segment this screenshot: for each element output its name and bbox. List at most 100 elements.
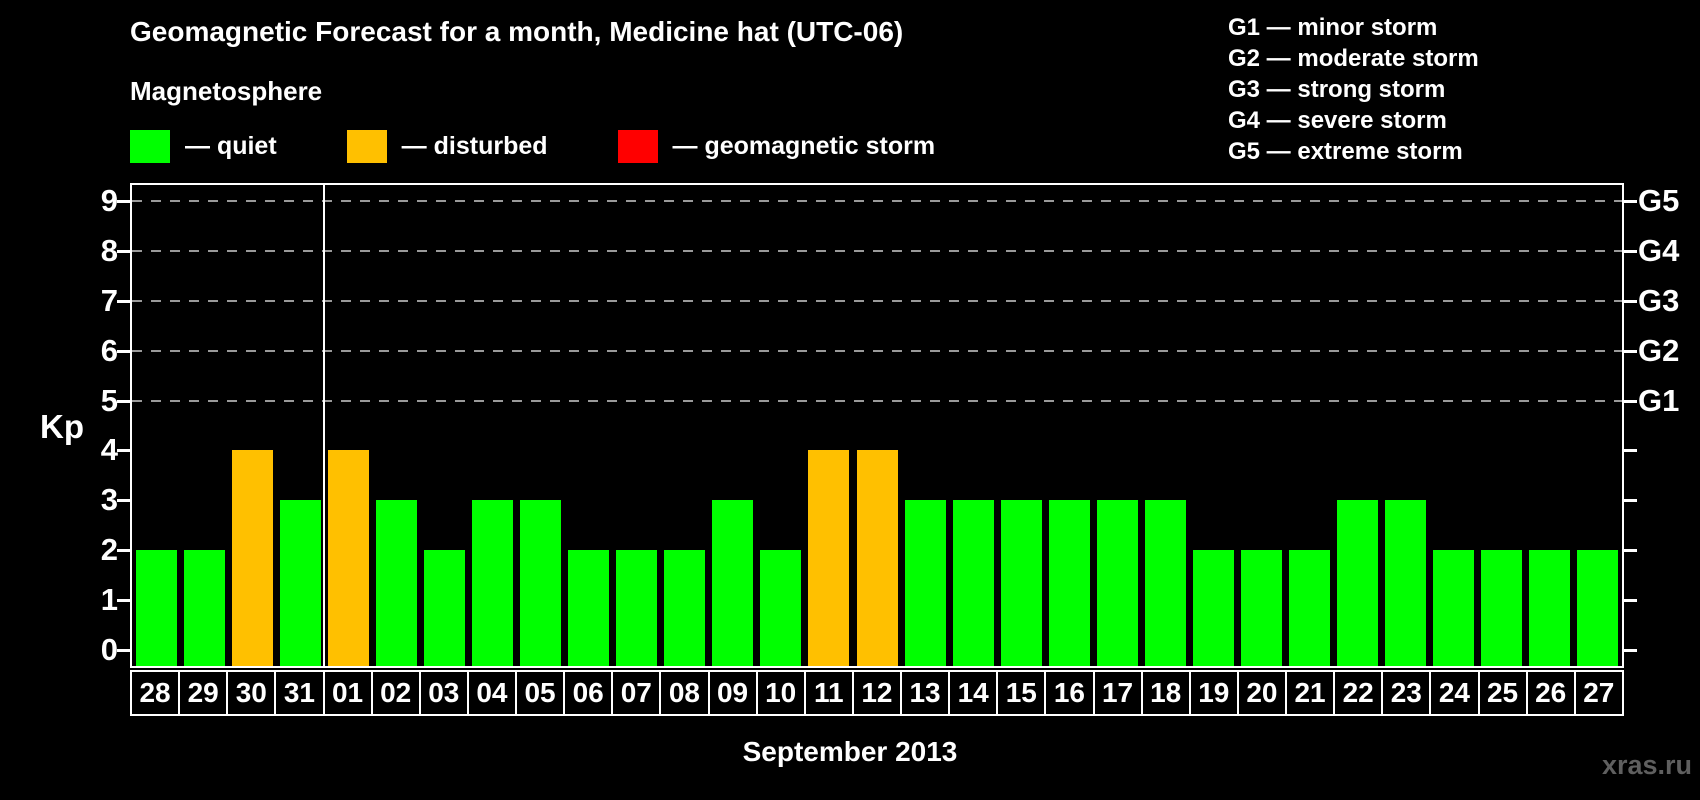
day-label-cell: 31	[274, 670, 325, 716]
right-axis-tick	[1624, 299, 1637, 303]
day-label-cell: 30	[226, 670, 277, 716]
kp-bar-day-21	[1289, 550, 1331, 666]
g-scale-label-g5: G5	[1638, 182, 1680, 218]
right-axis-tick	[1624, 599, 1637, 603]
storm-color-swatch	[617, 130, 658, 163]
kp-bar-day-19	[1192, 550, 1234, 666]
y-axis-tick	[117, 649, 130, 652]
day-label-cell: 16	[1044, 670, 1095, 716]
day-label-cell: 19	[1188, 670, 1239, 716]
kp-bar-day-12	[856, 450, 898, 666]
storm-scale-item: G2 — moderate storm	[1228, 45, 1479, 72]
kp-bar-day-13	[904, 500, 946, 666]
gridline-kp-9	[132, 199, 1622, 202]
kp-bar-day-14	[952, 500, 994, 666]
day-label-cell: 06	[563, 670, 614, 716]
g-scale-label-g4: G4	[1638, 232, 1680, 268]
storm-scale-item: G1 — minor storm	[1228, 14, 1438, 41]
right-axis-tick	[1624, 199, 1637, 203]
legend-item-quiet: — quiet	[130, 130, 277, 163]
right-axis-tick	[1624, 499, 1637, 503]
kp-bar-day-09	[712, 500, 754, 666]
kp-bar-day-04	[471, 500, 513, 666]
quiet-color-swatch	[130, 130, 170, 163]
day-label-cell: 04	[466, 670, 517, 716]
kp-bar-day-24	[1433, 550, 1475, 666]
day-label-cell: 11	[803, 670, 854, 716]
gridline-kp-5	[132, 399, 1622, 402]
y-axis-tick	[117, 499, 130, 503]
y-axis-label: 7	[100, 282, 118, 318]
month-separator-line	[323, 185, 326, 666]
chart-title: Geomagnetic Forecast for a month, Medici…	[130, 16, 904, 47]
right-axis-tick	[1624, 249, 1637, 253]
right-axis-tick	[1624, 649, 1637, 652]
right-axis-tick	[1624, 549, 1637, 553]
status-legend: — quiet — disturbed — geomagnetic storm	[130, 130, 935, 163]
kp-bar-day-07	[616, 550, 658, 666]
kp-bar-day-17	[1096, 500, 1138, 666]
day-label-cell: 25	[1477, 670, 1528, 716]
day-label-cell: 27	[1573, 670, 1624, 716]
kp-bar-day-01	[327, 450, 369, 666]
magnetosphere-label: Magnetosphere	[130, 76, 323, 106]
disturbed-color-swatch	[346, 130, 387, 163]
watermark: xras.ru	[1601, 750, 1692, 780]
kp-bar-day-05	[520, 500, 562, 666]
y-axis-tick	[117, 299, 130, 303]
kp-bar-day-26	[1529, 550, 1571, 666]
day-label-cell: 03	[418, 670, 469, 716]
legend-item-label: — disturbed	[401, 132, 548, 160]
kp-bar-day-20	[1241, 550, 1283, 666]
kp-bar-day-11	[808, 450, 850, 666]
kp-bar-day-10	[760, 550, 802, 666]
day-label-cell: 14	[948, 670, 999, 716]
day-label-cell: 05	[515, 670, 566, 716]
day-label-cell: 13	[900, 670, 951, 716]
g-scale-label-g1: G1	[1638, 382, 1680, 418]
x-axis-title: September 2013	[742, 736, 958, 767]
y-axis-label: 0	[100, 632, 118, 667]
legend-item-storm: — geomagnetic storm	[617, 130, 936, 163]
day-label-cell: 09	[707, 670, 758, 716]
legend-item-label: — quiet	[185, 132, 277, 160]
y-axis-tick	[117, 249, 130, 253]
day-label-cell: 15	[996, 670, 1047, 716]
x-axis-day-row: 28 29 30 31 01 02 03 04 05 06 07 08 09 10 11 12 13 14 15 16…	[130, 670, 1624, 716]
kp-bar-day-15	[1000, 500, 1042, 666]
y-axis-label: 6	[100, 332, 118, 368]
kp-bar-day-25	[1481, 550, 1523, 666]
y-axis-label: 3	[100, 482, 118, 518]
y-axis-label: 8	[100, 232, 118, 268]
kp-bar-day-06	[568, 550, 610, 666]
legend-item-label: — geomagnetic storm	[672, 132, 936, 160]
y-axis-label: 5	[100, 382, 118, 418]
gridline-kp-7	[132, 299, 1622, 302]
day-label-cell: 29	[178, 670, 229, 716]
g-scale-label-g2: G2	[1638, 332, 1680, 368]
day-label-cell: 20	[1236, 670, 1287, 716]
day-label-cell: 23	[1381, 670, 1432, 716]
kp-bar-day-16	[1048, 500, 1090, 666]
kp-bar-day-03	[423, 550, 465, 666]
day-label-cell: 18	[1140, 670, 1191, 716]
day-label-cell: 07	[611, 670, 662, 716]
right-axis-tick	[1624, 449, 1637, 453]
right-axis-tick	[1624, 349, 1637, 353]
y-axis-tick	[117, 199, 130, 203]
storm-scale-item: G3 — strong storm	[1228, 76, 1446, 103]
kp-bar-day-28	[135, 550, 177, 666]
y-axis-tick	[117, 399, 130, 403]
gridline-kp-6	[132, 349, 1622, 352]
day-label-cell: 08	[659, 670, 710, 716]
y-axis-tick	[117, 449, 130, 453]
plot-area: 0 1 2 3 4 5 6 7 8 9 G1 G2 G3 G4 G5	[101, 183, 1679, 668]
kp-bar-day-29	[183, 550, 225, 666]
y-axis-label: 9	[100, 182, 118, 218]
storm-scale-legend: G1 — minor storm G2 — moderate storm G3 — …	[1228, 12, 1479, 167]
day-label-cell: 01	[322, 670, 373, 716]
day-label-cell: 26	[1525, 670, 1576, 716]
g-scale-label-g3: G3	[1638, 282, 1680, 318]
y-axis-tick	[117, 599, 130, 603]
